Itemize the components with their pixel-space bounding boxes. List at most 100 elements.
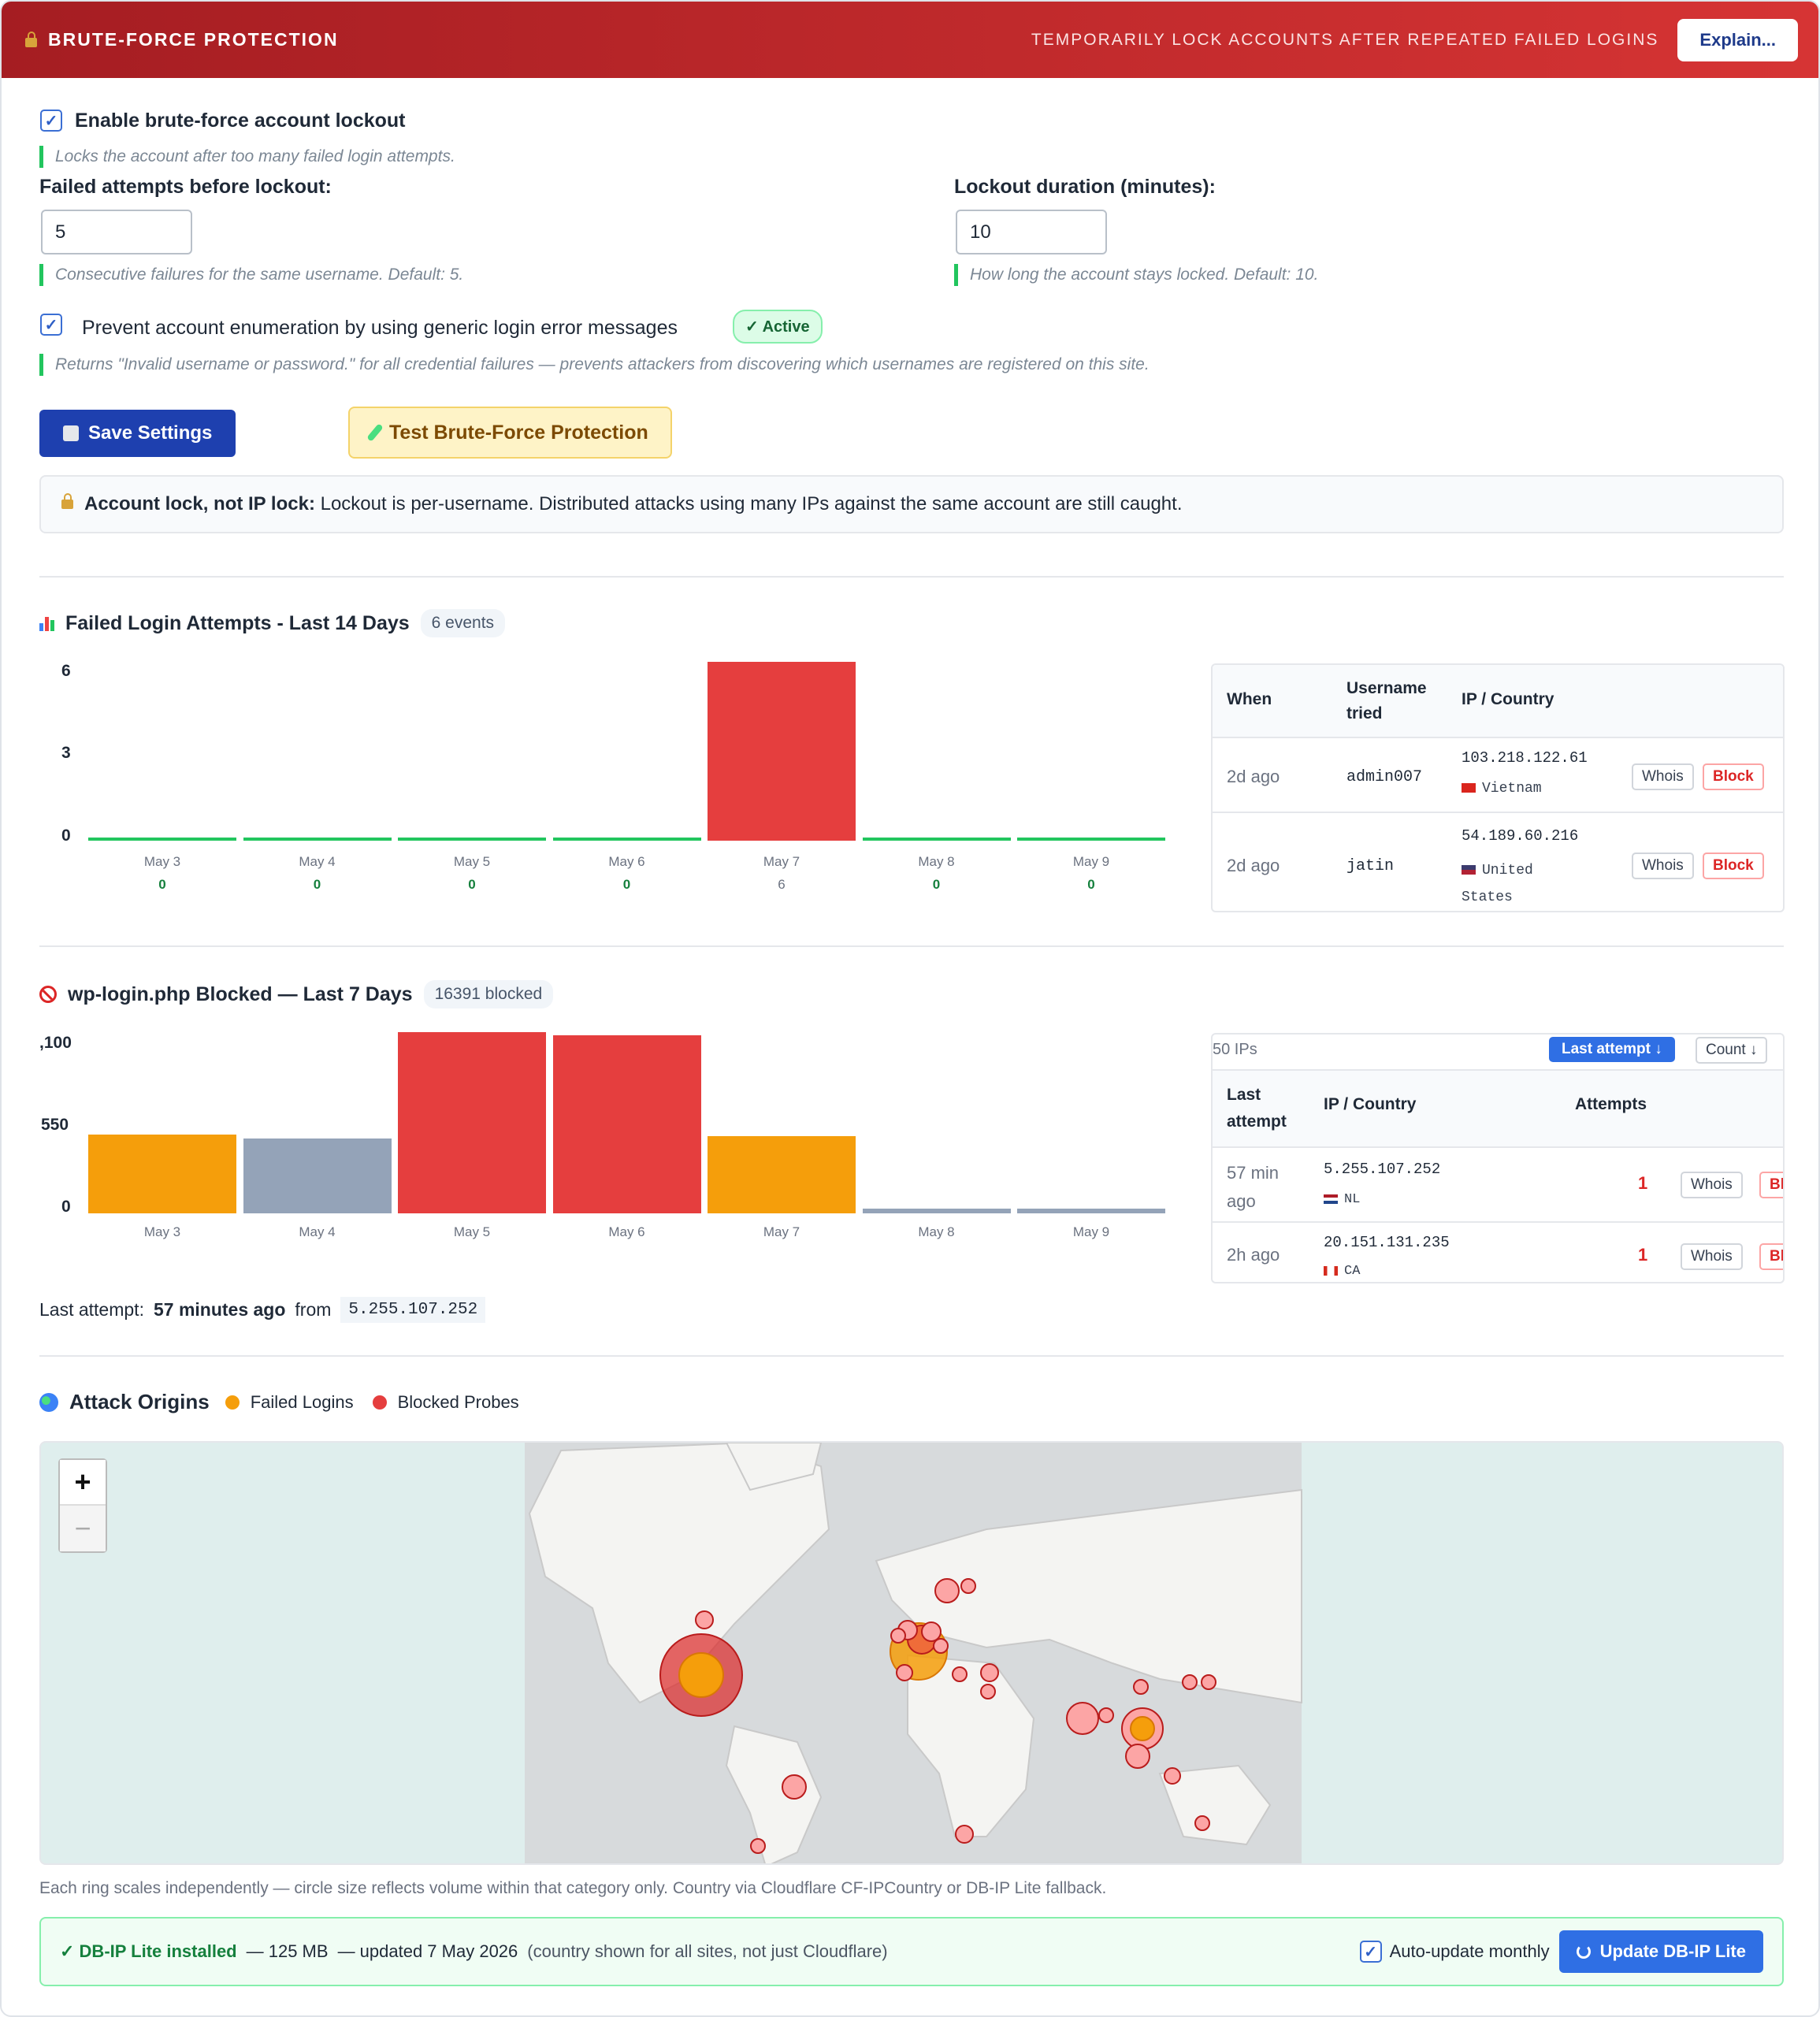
whois-button[interactable]: Whois [1681, 1243, 1743, 1270]
attempts-cell: 1 [1638, 1173, 1648, 1193]
legend-blocked-label: Blocked Probes [397, 1391, 519, 1412]
failed-events-badge: 6 events [420, 609, 506, 637]
legend-failed-label: Failed Logins [250, 1391, 354, 1412]
panel-subtitle: TEMPORARILY LOCK ACCOUNTS AFTER REPEATED… [1031, 30, 1659, 49]
failed-logins-chart: 6 3 0 May 3 0 May 4 0 May 5 0 May 6 0 May 7 6 May … [39, 648, 1174, 900]
column-header: Username tried [1346, 679, 1427, 722]
attack-map[interactable]: + − [39, 1441, 1784, 1865]
when-cell: 2d ago [1227, 767, 1280, 786]
duration-label: Lockout duration (minutes): [954, 176, 1216, 198]
landmasses [528, 1443, 1302, 1863]
enable-lockout-checkbox[interactable]: ✓ [40, 110, 62, 132]
floppy-icon [63, 425, 79, 441]
column-header: When [1227, 690, 1272, 708]
map-marker [921, 1621, 942, 1642]
chart-bar [862, 1209, 1011, 1213]
attack-markers [659, 1578, 1216, 1854]
map-marker [1098, 1707, 1114, 1723]
save-settings-button[interactable]: Save Settings [39, 410, 236, 457]
map-marker [1133, 1679, 1149, 1695]
table-row: 57 min ago 5.255.107.252 NL 1 Whois Bl [1213, 1148, 1783, 1223]
zoom-in-button[interactable]: + [60, 1460, 106, 1506]
chart-bar [862, 838, 1011, 841]
value-label: 0 [158, 877, 166, 892]
map-marker [980, 1684, 996, 1699]
map-marker [1194, 1815, 1210, 1831]
zoom-control: + − [58, 1458, 107, 1553]
chart-bar [398, 838, 546, 841]
country-cell: Vietnam [1462, 781, 1542, 797]
country-cell: United States [1462, 857, 1572, 911]
y-tick: 0 [61, 826, 71, 845]
value-label: 0 [622, 877, 631, 892]
south-america-shape [725, 1725, 823, 1863]
auto-update-control: ✓ Auto-update monthly [1359, 1941, 1550, 1963]
netherlands-flag-icon [1324, 1194, 1338, 1204]
ip-count-label: 50 IPs [1213, 1041, 1257, 1058]
country-cell: NL [1324, 1192, 1360, 1207]
chart-bar [398, 1032, 546, 1213]
column-header: Last attempt [1227, 1086, 1287, 1131]
blocked-ips-table: 50 IPs Last attempt ↓ Count ↓ Last attem… [1211, 1033, 1785, 1283]
block-button[interactable]: Block [1703, 763, 1764, 790]
map-marker [952, 1666, 968, 1682]
attempts-cell: 1 [1638, 1245, 1648, 1265]
country-cell: CA [1324, 1264, 1360, 1279]
update-dbip-button[interactable]: Update DB-IP Lite [1558, 1930, 1763, 1973]
when-cell: 57 min ago [1227, 1163, 1280, 1211]
whois-button[interactable]: Whois [1632, 763, 1694, 790]
update-dbip-label: Update DB-IP Lite [1599, 1941, 1746, 1961]
map-marker [934, 1578, 960, 1603]
enumeration-checkbox[interactable]: ✓ [40, 314, 62, 336]
last-attempt-line: Last attempt: 57 minutes ago from 5.255.… [39, 1297, 486, 1323]
panel-title-text: BRUTE-FORCE PROTECTION [48, 29, 339, 50]
y-tick: 0 [61, 1198, 71, 1216]
auto-update-checkbox[interactable]: ✓ [1359, 1941, 1382, 1963]
map-marker [1201, 1674, 1216, 1690]
attempts-input[interactable] [41, 210, 192, 254]
divider [39, 945, 1784, 947]
account-lock-note: Account lock, not IP lock: Lockout is pe… [39, 475, 1784, 533]
y-tick: 6 [61, 662, 71, 680]
block-button[interactable]: Block [1703, 852, 1764, 879]
zoom-out-button[interactable]: − [60, 1506, 106, 1551]
table-row: 2d ago admin007 103.218.122.61 Vietnam W… [1213, 738, 1783, 813]
failed-logins-title-text: Failed Login Attempts - Last 14 Days [65, 611, 410, 634]
column-header: IP / Country [1462, 690, 1554, 708]
country-code: CA [1344, 1264, 1361, 1279]
whois-button[interactable]: Whois [1681, 1172, 1743, 1198]
table-row: 2h ago 20.151.131.235 CA 1 Whois Bl [1213, 1223, 1783, 1282]
duration-input[interactable] [956, 210, 1107, 254]
lock-icon [25, 31, 37, 47]
x-tick-label: May 9 [1072, 1224, 1110, 1239]
block-button[interactable]: Bl [1759, 1172, 1783, 1198]
failed-logins-table: When Username tried IP / Country 2d ago … [1211, 663, 1785, 912]
africa-shape [907, 1654, 1035, 1837]
chart-bar [708, 1135, 856, 1213]
blocked-count-badge: 16391 blocked [423, 980, 554, 1008]
ip-cell: 5.255.107.252 [1324, 1161, 1441, 1178]
y-tick: ,100 [39, 1034, 72, 1052]
last-attempt-ip: 5.255.107.252 [340, 1297, 486, 1323]
greenland-shape [725, 1443, 823, 1491]
chart-bar [88, 1134, 236, 1213]
last-attempt-time: 57 minutes ago [153, 1299, 286, 1320]
enumeration-label: Prevent account enumeration by using gen… [82, 317, 678, 339]
sort-last-attempt-button[interactable]: Last attempt ↓ [1549, 1037, 1675, 1062]
panel-title: BRUTE-FORCE PROTECTION [25, 29, 339, 50]
block-button[interactable]: Bl [1759, 1243, 1783, 1270]
divider [39, 576, 1784, 578]
x-tick-label: May 8 [918, 854, 955, 869]
x-tick-label: May 7 [763, 1224, 800, 1239]
explain-button[interactable]: Explain... [1677, 18, 1798, 61]
whois-button[interactable]: Whois [1632, 852, 1694, 879]
y-tick: 550 [41, 1116, 69, 1134]
map-marker [955, 1825, 974, 1844]
enumeration-hint: Returns "Invalid username or password." … [39, 354, 1150, 376]
sort-count-button[interactable]: Count ↓ [1696, 1037, 1768, 1064]
map-marker [960, 1578, 976, 1594]
when-cell: 2h ago [1227, 1245, 1280, 1265]
test-protection-button[interactable]: Test Brute-Force Protection [348, 407, 672, 459]
canada-flag-icon [1324, 1265, 1338, 1276]
